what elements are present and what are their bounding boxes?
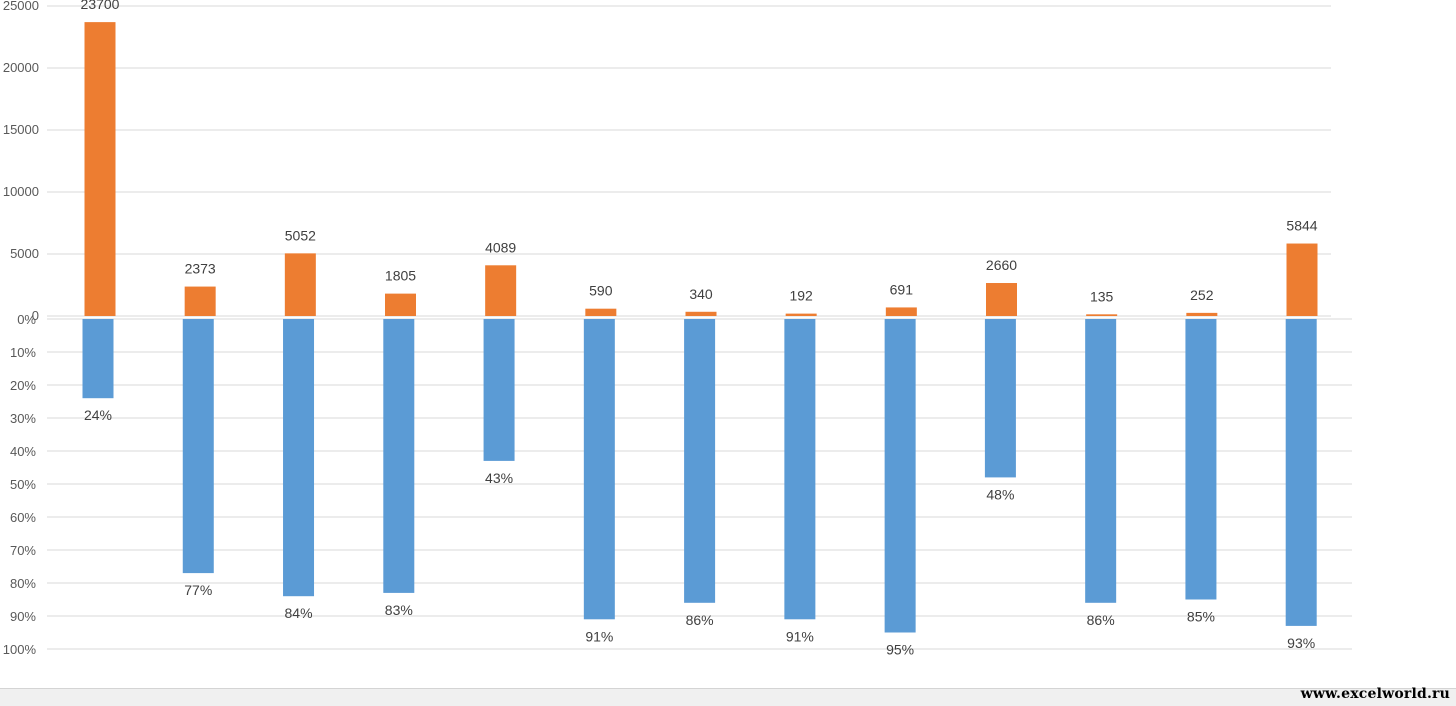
lower-bar <box>383 319 415 593</box>
upper-bar-data-label: 4089 <box>485 239 516 255</box>
upper-bar <box>1286 243 1318 316</box>
upper-bar <box>1186 312 1218 316</box>
lower-bar <box>82 319 114 399</box>
lower-bar <box>283 319 315 597</box>
lower-y-tick-label: 0% <box>17 312 36 327</box>
lower-y-tick-label: 100% <box>3 642 37 657</box>
lower-bar-data-label: 83% <box>385 602 413 618</box>
lower-y-tick-label: 40% <box>10 444 36 459</box>
upper-bar-data-label: 5052 <box>285 227 316 243</box>
lower-bar-data-label: 85% <box>1187 609 1215 625</box>
lower-bar <box>182 319 214 574</box>
upper-y-tick-label: 25000 <box>3 0 39 13</box>
upper-bar <box>885 307 917 316</box>
lower-bar <box>483 319 515 461</box>
combined-bar-chart: 0 5000 10000 15000 20000 25000 0% 10% 20% 30% 40% 5… <box>3 0 1352 658</box>
upper-bar <box>485 265 517 316</box>
upper-y-tick-label: 15000 <box>3 122 39 137</box>
lower-bar <box>984 319 1016 478</box>
upper-y-tick-label: 0 <box>32 308 39 323</box>
upper-bar-data-label: 23700 <box>81 0 120 12</box>
lower-y-tick-label: 60% <box>10 510 36 525</box>
lower-y-tick-label: 80% <box>10 576 36 591</box>
lower-bar-data-label: 86% <box>686 612 714 628</box>
lower-bar <box>1085 319 1117 603</box>
upper-bar-data-label: 590 <box>589 283 613 299</box>
upper-y-tick-label: 20000 <box>3 60 39 75</box>
upper-bar-data-label: 252 <box>1190 287 1214 303</box>
upper-bar <box>385 293 416 316</box>
upper-bar-data-label: 340 <box>689 286 713 302</box>
upper-bar-data-label: 691 <box>890 281 914 297</box>
upper-bar-data-label: 2660 <box>986 257 1017 273</box>
upper-bar <box>685 311 717 316</box>
lower-bar-data-label: 77% <box>184 582 212 598</box>
lower-bar <box>1185 319 1217 600</box>
status-strip <box>0 688 1456 706</box>
lower-bar <box>784 319 816 620</box>
lower-bar-data-label: 84% <box>285 605 313 621</box>
lower-bar-data-label: 24% <box>84 407 112 423</box>
upper-bar <box>785 313 817 316</box>
upper-bar-data-label: 5844 <box>1286 218 1317 234</box>
upper-y-tick-label: 5000 <box>10 246 39 261</box>
lower-bar-data-label: 95% <box>886 642 914 658</box>
lower-bar <box>1285 319 1317 626</box>
upper-y-tick-label: 10000 <box>3 184 39 199</box>
lower-bar-data-label: 43% <box>485 470 513 486</box>
upper-bar <box>184 286 216 316</box>
lower-bar <box>884 319 916 633</box>
upper-bar <box>986 283 1017 316</box>
upper-bar <box>585 308 617 316</box>
upper-bar-data-label: 192 <box>789 288 813 304</box>
upper-bar-data-label: 135 <box>1090 288 1114 304</box>
lower-y-tick-label: 50% <box>10 477 36 492</box>
lower-bar <box>583 319 615 620</box>
lower-y-tick-label: 10% <box>10 345 36 360</box>
lower-bar <box>684 319 716 603</box>
upper-bar <box>1086 314 1118 316</box>
upper-bar-data-label: 1805 <box>385 268 416 284</box>
lower-bar-data-label: 93% <box>1287 635 1315 651</box>
lower-bar-data-label: 91% <box>786 628 814 644</box>
upper-bar <box>284 253 316 316</box>
lower-y-tick-label: 20% <box>10 378 36 393</box>
lower-y-tick-label: 30% <box>10 411 36 426</box>
lower-bar-data-label: 48% <box>986 486 1014 502</box>
upper-bar <box>84 22 116 317</box>
upper-bar-data-label: 2373 <box>185 261 216 277</box>
lower-bar-data-label: 86% <box>1087 612 1115 628</box>
lower-y-tick-label: 70% <box>10 543 36 558</box>
lower-bar-data-label: 91% <box>585 628 613 644</box>
lower-y-tick-label: 90% <box>10 609 36 624</box>
watermark-label: www.excelworld.ru <box>1300 686 1450 702</box>
